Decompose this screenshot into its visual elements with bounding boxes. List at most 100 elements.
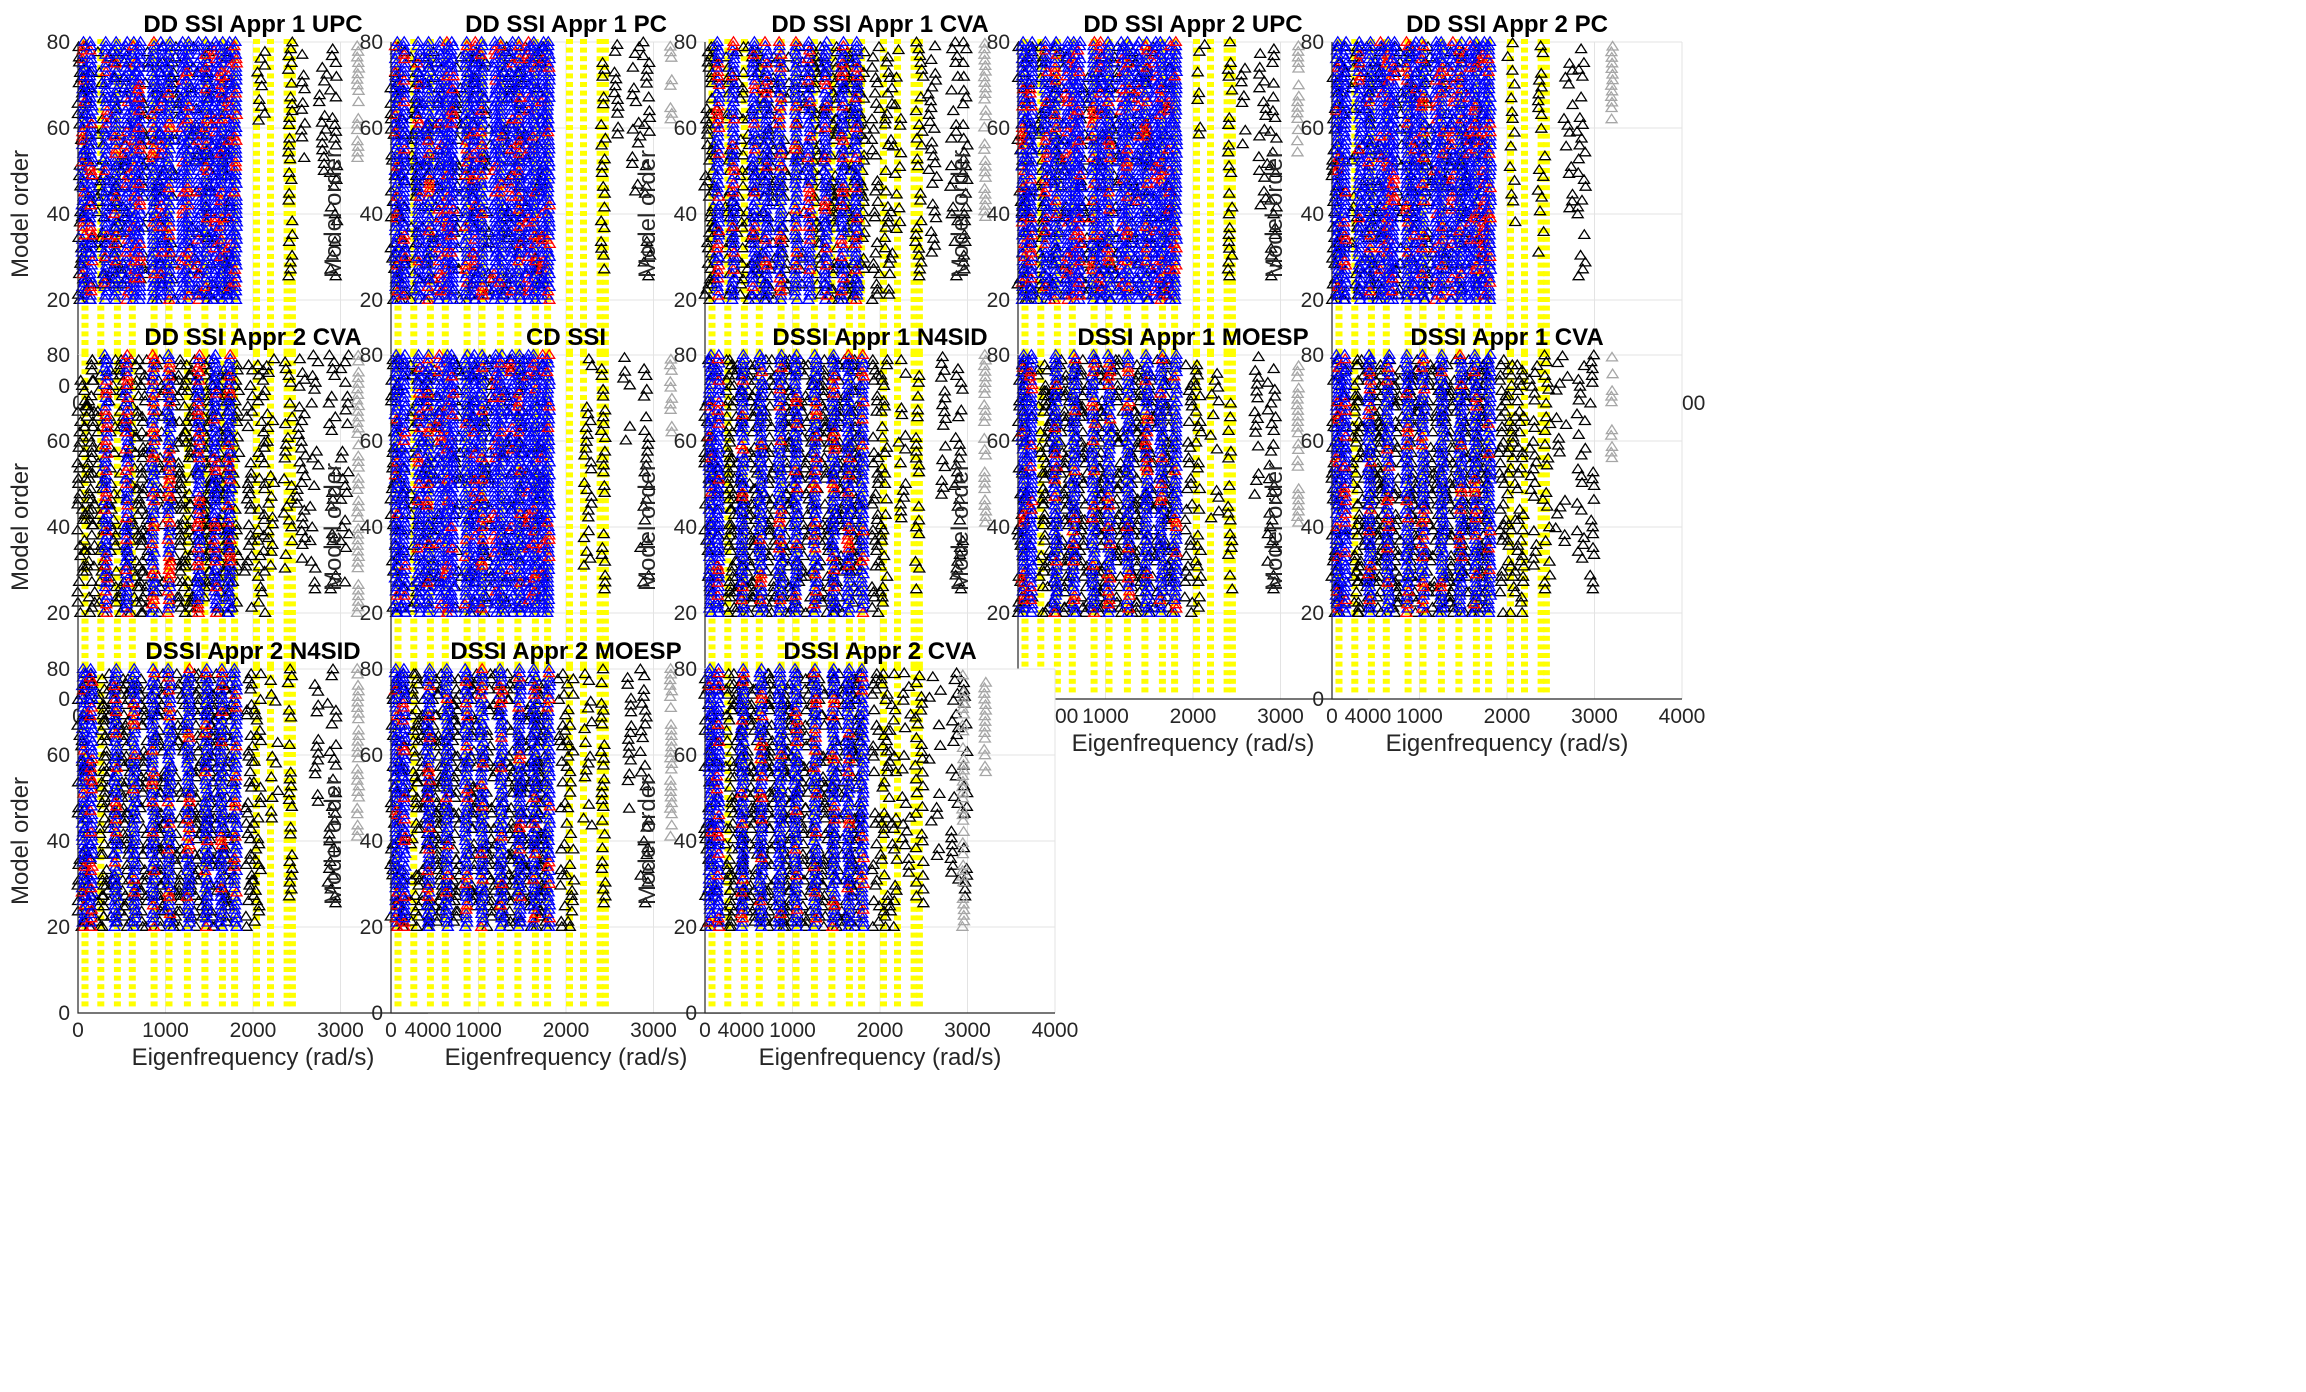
pole-marker (258, 45, 272, 56)
pole-marker (285, 36, 299, 47)
theoretical-band-mark (253, 254, 260, 259)
theoretical-band-mark (915, 228, 923, 234)
theoretical-band-mark (858, 314, 866, 320)
theoretical-band-mark (267, 348, 274, 354)
pole-marker (351, 140, 365, 151)
theoretical-band-mark (724, 340, 732, 345)
theoretical-band-mark (910, 133, 918, 139)
theoretical-band-mark (253, 185, 260, 191)
pole-marker (643, 111, 657, 123)
pole-marker (639, 180, 654, 191)
theoretical-band-mark (915, 305, 923, 311)
pole-marker (186, 128, 200, 139)
theoretical-band-mark (596, 99, 604, 105)
pole-marker (625, 157, 639, 169)
theoretical-band-mark (97, 331, 105, 337)
theoretical-band-mark (267, 82, 274, 87)
pole-marker (594, 235, 608, 246)
theoretical-band-mark (724, 305, 732, 311)
pole-marker (797, 205, 811, 217)
pole-marker (594, 139, 609, 150)
theoretical-band-mark (81, 322, 89, 328)
theoretical-band-mark (253, 340, 260, 345)
theoretical-band-mark (596, 211, 604, 216)
theoretical-band-mark (596, 82, 604, 87)
pole-marker (598, 187, 612, 198)
pole-marker (811, 169, 826, 181)
theoretical-band-mark (596, 279, 604, 285)
pole-marker (707, 221, 721, 232)
theoretical-band-mark (601, 305, 609, 311)
theoretical-band-mark (601, 168, 609, 173)
theoretical-band-mark (253, 39, 260, 44)
theoretical-band-mark (601, 254, 609, 259)
pole-marker (663, 45, 678, 57)
theoretical-band-mark (267, 99, 274, 105)
theoretical-band-mark (845, 133, 853, 139)
pole-marker (110, 195, 124, 206)
pole-marker (282, 132, 297, 143)
pole-marker (181, 35, 196, 46)
theoretical-band-mark (915, 314, 923, 320)
theoretical-band-mark (894, 236, 901, 242)
theoretical-band-mark (267, 193, 274, 199)
theoretical-band-mark (288, 288, 296, 294)
pole-marker (597, 221, 611, 233)
theoretical-band-mark (601, 39, 609, 44)
pole-marker (637, 118, 652, 129)
pole-marker (594, 118, 608, 129)
theoretical-band-mark (267, 39, 274, 44)
theoretical-band-mark (740, 125, 748, 130)
theoretical-band-mark (283, 305, 291, 311)
theoretical-band-mark (845, 314, 853, 320)
theoretical-band-mark (596, 90, 604, 96)
theoretical-band-mark (894, 90, 901, 96)
theoretical-band-mark (283, 185, 291, 191)
theoretical-band-mark (410, 39, 418, 44)
theoretical-band-mark (828, 245, 836, 251)
pole-marker (702, 154, 717, 165)
pole-marker (627, 82, 641, 93)
theoretical-band-mark (566, 176, 573, 182)
theoretical-band-mark (580, 340, 587, 345)
theoretical-band-mark (708, 305, 716, 311)
theoretical-band-mark (283, 150, 291, 156)
theoretical-band-mark (283, 288, 291, 294)
pole-marker (189, 185, 204, 196)
theoretical-band-mark (915, 340, 923, 345)
theoretical-band-mark (267, 202, 274, 208)
pole-marker (283, 153, 297, 164)
theoretical-band-mark (580, 348, 587, 354)
theoretical-band-mark (514, 305, 522, 311)
theoretical-band-mark (81, 348, 89, 354)
theoretical-band-mark (463, 340, 471, 345)
theoretical-band-mark (201, 348, 209, 354)
pole-marker (445, 35, 459, 46)
pole-marker (254, 52, 268, 63)
pole-marker (350, 123, 364, 135)
theoretical-band-mark (531, 314, 539, 320)
pole-marker (72, 40, 86, 52)
theoretical-band-mark (894, 73, 901, 79)
theoretical-band-mark (915, 56, 923, 62)
pole-marker (734, 278, 748, 289)
theoretical-band-mark (496, 340, 504, 345)
theoretical-band-mark (580, 228, 587, 234)
theoretical-band-mark (845, 82, 853, 87)
pole-marker (285, 97, 299, 109)
theoretical-band-mark (880, 211, 887, 216)
pole-marker (109, 102, 124, 114)
theoretical-band-mark (810, 39, 818, 44)
theoretical-band-mark (910, 228, 918, 234)
theoretical-band-mark (566, 116, 573, 122)
pole-marker (258, 59, 272, 70)
theoretical-band-mark (910, 271, 918, 277)
pole-marker (516, 195, 530, 206)
pole-marker (628, 185, 642, 196)
pole-marker (109, 180, 123, 191)
theoretical-band-mark (755, 331, 763, 337)
theoretical-band-mark (544, 331, 552, 337)
theoretical-band-mark (894, 322, 901, 328)
theoretical-band-mark (218, 331, 226, 337)
theoretical-band-mark (894, 64, 901, 70)
